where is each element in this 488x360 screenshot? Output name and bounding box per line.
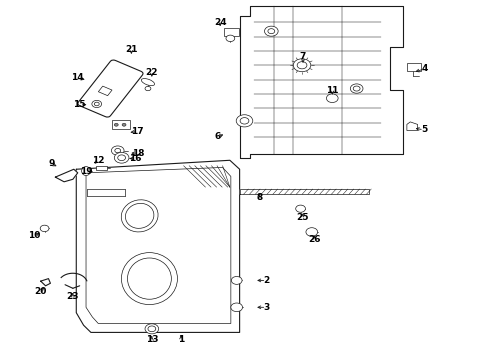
- Text: 3: 3: [263, 303, 269, 312]
- Text: 13: 13: [145, 335, 158, 344]
- Bar: [98, 86, 112, 96]
- Text: 18: 18: [132, 149, 144, 158]
- Polygon shape: [76, 160, 239, 332]
- Circle shape: [122, 123, 126, 126]
- Bar: [406, 63, 420, 71]
- Polygon shape: [55, 169, 78, 182]
- Text: 21: 21: [125, 45, 137, 54]
- Text: 5: 5: [420, 125, 426, 134]
- Circle shape: [349, 84, 362, 93]
- Circle shape: [236, 115, 252, 127]
- Text: 26: 26: [307, 235, 320, 244]
- Circle shape: [230, 303, 242, 312]
- Text: 16: 16: [128, 154, 141, 163]
- Text: 23: 23: [66, 292, 79, 301]
- Circle shape: [264, 26, 278, 36]
- Text: 1: 1: [178, 335, 184, 344]
- Polygon shape: [406, 122, 417, 131]
- Text: 15: 15: [73, 100, 86, 109]
- Text: 4: 4: [421, 64, 427, 73]
- Text: 7: 7: [299, 52, 305, 61]
- Text: 2: 2: [263, 276, 269, 285]
- Text: 11: 11: [325, 86, 338, 95]
- Ellipse shape: [141, 78, 154, 86]
- Circle shape: [305, 228, 317, 236]
- Text: 22: 22: [145, 68, 158, 77]
- Text: 8: 8: [256, 193, 262, 202]
- Bar: [96, 166, 106, 170]
- Text: 12: 12: [92, 156, 104, 165]
- Polygon shape: [41, 279, 50, 286]
- Circle shape: [111, 146, 124, 155]
- Text: 24: 24: [213, 18, 226, 27]
- Circle shape: [145, 324, 158, 334]
- Text: 20: 20: [35, 287, 47, 296]
- Text: 25: 25: [295, 213, 307, 222]
- Polygon shape: [239, 189, 368, 194]
- FancyBboxPatch shape: [78, 60, 142, 117]
- Circle shape: [231, 276, 242, 284]
- Text: 10: 10: [28, 231, 40, 240]
- Bar: [224, 28, 238, 36]
- Circle shape: [114, 123, 118, 126]
- Polygon shape: [239, 6, 402, 158]
- Circle shape: [145, 86, 151, 91]
- Ellipse shape: [121, 253, 177, 305]
- Circle shape: [114, 152, 129, 163]
- Circle shape: [225, 35, 234, 41]
- Text: 17: 17: [131, 127, 143, 136]
- Text: 14: 14: [71, 73, 84, 82]
- Ellipse shape: [81, 167, 90, 176]
- Ellipse shape: [121, 200, 158, 232]
- Circle shape: [326, 94, 337, 103]
- Circle shape: [295, 205, 305, 212]
- Circle shape: [40, 225, 49, 231]
- Text: 9: 9: [49, 159, 55, 168]
- Bar: [112, 120, 130, 129]
- Circle shape: [92, 100, 102, 108]
- Circle shape: [293, 59, 310, 72]
- Text: 19: 19: [80, 167, 92, 176]
- Text: 6: 6: [214, 132, 221, 141]
